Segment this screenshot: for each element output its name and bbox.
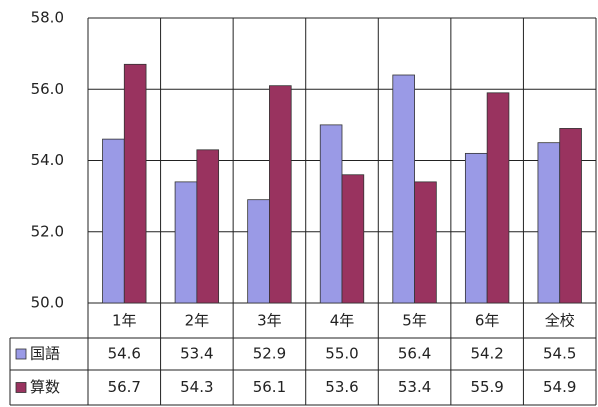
x-tick-label: 3年	[257, 312, 282, 330]
bar	[269, 85, 292, 304]
bar	[559, 128, 582, 304]
legend-label: 国語	[30, 345, 60, 363]
bar	[414, 181, 437, 304]
bar	[537, 142, 561, 304]
bar	[464, 152, 488, 304]
table-value: 54.9	[543, 378, 576, 396]
table-value: 55.9	[470, 378, 503, 396]
table-value: 54.6	[108, 345, 141, 363]
bar	[102, 138, 125, 304]
table-value: 53.4	[180, 345, 213, 363]
bar	[341, 174, 365, 304]
y-tick-label: 56.0	[31, 80, 64, 98]
x-tick-label: 4年	[330, 312, 355, 330]
bar	[392, 74, 415, 304]
bar	[123, 63, 147, 304]
table-value: 56.7	[108, 378, 141, 396]
legend-swatch	[15, 348, 27, 360]
table-value: 56.4	[398, 345, 431, 363]
bar	[486, 92, 510, 304]
table-value: 54.2	[470, 345, 503, 363]
y-tick-label: 50.0	[31, 294, 64, 312]
table-value: 54.5	[543, 345, 576, 363]
y-tick-label: 52.0	[31, 222, 64, 240]
bar	[319, 124, 343, 304]
legend-label: 算数	[30, 378, 60, 396]
y-tick-label: 54.0	[31, 151, 64, 169]
bar	[174, 181, 198, 304]
table-value: 52.9	[253, 345, 286, 363]
x-tick-label: 5年	[402, 312, 427, 330]
x-tick-label: 全校	[545, 312, 575, 330]
table-value: 53.6	[325, 378, 358, 396]
table-value: 55.0	[325, 345, 358, 363]
x-tick-label: 6年	[475, 312, 500, 330]
x-tick-label: 2年	[185, 312, 210, 330]
table-value: 56.1	[253, 378, 286, 396]
bar	[247, 199, 270, 304]
legend-swatch	[15, 382, 27, 393]
y-tick-label: 58.0	[31, 9, 64, 27]
bar	[196, 149, 220, 304]
table-value: 54.3	[180, 378, 213, 396]
table-value: 53.4	[398, 378, 431, 396]
x-tick-label: 1年	[112, 312, 137, 330]
